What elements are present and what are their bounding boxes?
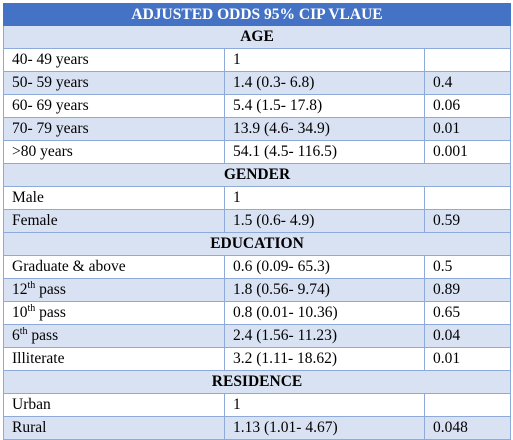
odds-ratio-cell: 3.2 (1.11- 18.62) xyxy=(224,347,425,371)
section-header-row: GENDER xyxy=(2,163,512,187)
p-value-cell: 0.65 xyxy=(423,301,512,325)
ordinal-superscript: th xyxy=(19,325,28,337)
table-row: 40- 49 years 1 xyxy=(3,48,512,72)
p-value-cell: 0.01 xyxy=(423,347,512,371)
p-value-cell: 0.06 xyxy=(423,94,512,118)
category-cell: 70- 79 years xyxy=(3,117,225,141)
table-title-row: ADJUSTED ODDS 95% CIP VLAUE xyxy=(2,3,512,26)
odds-ratio-cell: 5.4 (1.5- 17.8) xyxy=(224,94,425,118)
category-label: Graduate & above xyxy=(12,258,126,275)
category-cell: 40- 49 years xyxy=(3,48,225,72)
section-heading: AGE xyxy=(2,25,512,49)
p-value-cell xyxy=(423,393,512,417)
section-header-row: RESIDENCE xyxy=(2,370,512,394)
p-value-cell: 0.4 xyxy=(423,71,512,95)
odds-ratio-cell: 54.1 (4.5- 116.5) xyxy=(224,140,425,164)
table-row: 70- 79 years 13.9 (4.6- 34.9) 0.01 xyxy=(3,117,512,141)
section-header-row: AGE xyxy=(2,25,512,49)
category-cell: Rural xyxy=(3,416,225,440)
p-value-cell xyxy=(423,48,512,72)
odds-ratio-cell: 1 xyxy=(224,393,425,417)
category-label: 70- 79 years xyxy=(12,120,89,137)
table-row: Graduate & above 0.6 (0.09- 65.3) 0.5 xyxy=(3,255,512,279)
odds-ratio-cell: 1.5 (0.6- 4.9) xyxy=(224,209,425,233)
odds-ratio-cell: 2.4 (1.56- 11.23) xyxy=(224,324,425,348)
table-row: 50- 59 years 1.4 (0.3- 6.8) 0.4 xyxy=(3,71,512,95)
table-row: 12th pass 1.8 (0.56- 9.74) 0.89 xyxy=(3,278,512,302)
p-value-cell: 0.5 xyxy=(423,255,512,279)
category-cell: 60- 69 years xyxy=(3,94,225,118)
category-cell: Illiterate xyxy=(3,347,225,371)
category-label: >80 years xyxy=(12,143,73,160)
table-row: >80 years 54.1 (4.5- 116.5) 0.001 xyxy=(3,140,512,164)
category-label: 12 xyxy=(12,281,28,298)
category-cell: 10th pass xyxy=(3,301,225,325)
table-row: Female 1.5 (0.6- 4.9) 0.59 xyxy=(3,209,512,233)
odds-ratio-cell: 0.6 (0.09- 65.3) xyxy=(224,255,425,279)
odds-ratio-cell: 13.9 (4.6- 34.9) xyxy=(224,117,425,141)
category-suffix: pass xyxy=(35,281,66,298)
table-row: Illiterate 3.2 (1.11- 18.62) 0.01 xyxy=(3,347,512,371)
ordinal-superscript: th xyxy=(27,279,36,291)
category-cell: 12th pass xyxy=(3,278,225,302)
table-row: Rural 1.13 (1.01- 4.67) 0.048 xyxy=(3,416,512,440)
category-cell: >80 years xyxy=(3,140,225,164)
table-row: Urban 1 xyxy=(3,393,512,417)
p-value-cell xyxy=(423,186,512,210)
table-row: 6th pass 2.4 (1.56- 11.23) 0.04 xyxy=(3,324,512,348)
ordinal-superscript: th xyxy=(27,302,36,314)
category-label: 40- 49 years xyxy=(12,51,89,68)
odds-ratio-cell: 1 xyxy=(224,48,425,72)
table-row: Male 1 xyxy=(3,186,512,210)
odds-ratio-table: ADJUSTED ODDS 95% CIP VLAUE AGE 40- 49 ye… xyxy=(2,3,512,440)
table-row: 60- 69 years 5.4 (1.5- 17.8) 0.06 xyxy=(3,94,512,118)
category-suffix: pass xyxy=(27,327,59,344)
section-heading: GENDER xyxy=(2,163,512,187)
category-cell: Male xyxy=(3,186,225,210)
p-value-cell: 0.89 xyxy=(423,278,512,302)
category-cell: Urban xyxy=(3,393,225,417)
category-label: Female xyxy=(12,212,58,229)
p-value-cell: 0.01 xyxy=(423,117,512,141)
table-body: ADJUSTED ODDS 95% CIP VLAUE AGE 40- 49 ye… xyxy=(2,3,512,440)
section-header-row: EDUCATION xyxy=(2,232,512,256)
category-cell: 6th pass xyxy=(3,324,225,348)
category-label: Male xyxy=(12,189,44,206)
category-cell: Graduate & above xyxy=(3,255,225,279)
section-heading: EDUCATION xyxy=(2,232,512,256)
table-row: 10th pass 0.8 (0.01- 10.36) 0.65 xyxy=(3,301,512,325)
category-label: Urban xyxy=(12,396,51,413)
section-heading: RESIDENCE xyxy=(2,370,512,394)
p-value-cell: 0.001 xyxy=(423,140,512,164)
category-suffix: pass xyxy=(35,304,66,321)
p-value-cell: 0.59 xyxy=(423,209,512,233)
category-label: 60- 69 years xyxy=(12,97,89,114)
category-cell: 50- 59 years xyxy=(3,71,225,95)
category-label: 50- 59 years xyxy=(12,74,89,91)
odds-ratio-cell: 1.8 (0.56- 9.74) xyxy=(224,278,425,302)
p-value-cell: 0.048 xyxy=(423,416,512,440)
odds-ratio-cell: 0.8 (0.01- 10.36) xyxy=(224,301,425,325)
category-label: 10 xyxy=(12,304,28,321)
table-title: ADJUSTED ODDS 95% CIP VLAUE xyxy=(2,3,512,26)
category-cell: Female xyxy=(3,209,225,233)
p-value-cell: 0.04 xyxy=(423,324,512,348)
odds-ratio-cell: 1 xyxy=(224,186,425,210)
odds-ratio-cell: 1.13 (1.01- 4.67) xyxy=(224,416,425,440)
odds-ratio-cell: 1.4 (0.3- 6.8) xyxy=(224,71,425,95)
category-label: 6 xyxy=(12,327,20,344)
category-label: Rural xyxy=(12,419,47,436)
category-label: Illiterate xyxy=(12,350,65,367)
